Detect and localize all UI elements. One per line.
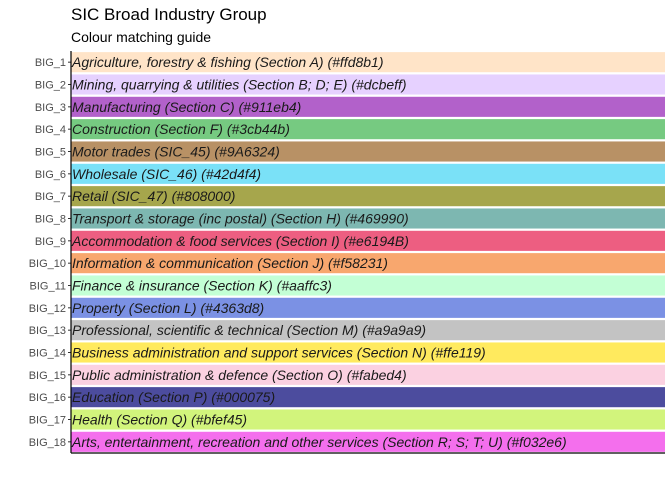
y-tick-label: BIG_14 [29, 348, 66, 360]
y-tick-label: BIG_12 [29, 303, 66, 315]
y-tick-label: BIG_13 [29, 325, 66, 337]
bar-label: Health (Section Q) (#bfef45) [72, 412, 247, 428]
bar-label: Agriculture, forestry & fishing (Section… [71, 54, 384, 70]
bar-label: Manufacturing (Section C) (#911eb4) [72, 99, 301, 115]
bar-big-3 [71, 96, 665, 117]
bar-big-1 [71, 52, 665, 73]
bar-label: Wholesale (SIC_46) (#42d4f4) [72, 166, 261, 182]
chart-title: SIC Broad Industry Group [71, 5, 267, 24]
bar-labels-layer: Agriculture, forestry & fishing (Section… [71, 54, 567, 450]
bar-big-16 [71, 387, 665, 408]
bar-big-12 [71, 297, 665, 318]
bar-label: Business administration and support serv… [72, 345, 486, 361]
bar-label: Finance & insurance (Section K) (#aaffc3… [72, 278, 332, 294]
y-axis: BIG_1 BIG_2 BIG_3 BIG_4 BIG_5 BIG_6 BIG_7 BIG_8… [29, 51, 665, 454]
bar-big-4 [71, 119, 665, 140]
y-tick-label: BIG_18 [29, 437, 66, 449]
bar-label: Property (Section L) (#4363d8) [72, 300, 264, 316]
y-tick-label: BIG_2 [35, 80, 66, 92]
bar-big-5 [71, 141, 665, 162]
y-tick-label: BIG_3 [35, 102, 66, 114]
bar-label: Public administration & defence (Section… [72, 367, 407, 383]
y-tick-label: BIG_1 [35, 57, 66, 69]
bar-label: Transport & storage (inc postal) (Sectio… [72, 211, 409, 227]
bar-label: Motor trades (SIC_45) (#9A6324) [72, 144, 280, 160]
bar-big-14 [71, 342, 665, 363]
bar-big-18 [71, 431, 665, 452]
bar-label: Information & communication (Section J) … [72, 255, 388, 271]
y-tick-label: BIG_11 [30, 281, 67, 293]
chart-subtitle: Colour matching guide [71, 29, 212, 45]
y-tick-label: BIG_15 [29, 370, 66, 382]
y-tick-label: BIG_4 [35, 124, 66, 136]
bar-big-8 [71, 208, 665, 229]
bar-label: Construction (Section F) (#3cb44b) [72, 121, 290, 137]
y-tick-label: BIG_7 [35, 191, 66, 203]
bar-big-15 [71, 364, 665, 385]
y-tick-label: BIG_9 [35, 236, 66, 248]
bar-big-2 [71, 74, 665, 95]
y-tick-label: BIG_10 [29, 258, 66, 270]
bars-layer [71, 52, 665, 452]
bar-big-6 [71, 163, 665, 184]
bar-big-10 [71, 253, 665, 274]
y-tick-label: BIG_17 [29, 415, 66, 427]
bar-big-13 [71, 320, 665, 341]
y-tick-label: BIG_16 [29, 392, 66, 404]
bar-big-17 [71, 409, 665, 430]
bar-label: Arts, entertainment, recreation and othe… [71, 434, 567, 450]
bar-big-7 [71, 186, 665, 207]
bar-label: Retail (SIC_47) (#808000) [72, 188, 235, 204]
y-tick-label: BIG_6 [35, 169, 66, 181]
bar-big-9 [71, 230, 665, 251]
bar-label: Education (Section P) (#000075) [72, 389, 275, 405]
bar-label: Accommodation & food services (Section I… [71, 233, 409, 249]
bar-label: Professional, scientific & technical (Se… [72, 322, 426, 338]
y-tick-label: BIG_8 [35, 214, 66, 226]
bar-label: Mining, quarrying & utilities (Section B… [72, 77, 407, 93]
y-tick-label: BIG_5 [35, 147, 66, 159]
bar-big-11 [71, 275, 665, 296]
